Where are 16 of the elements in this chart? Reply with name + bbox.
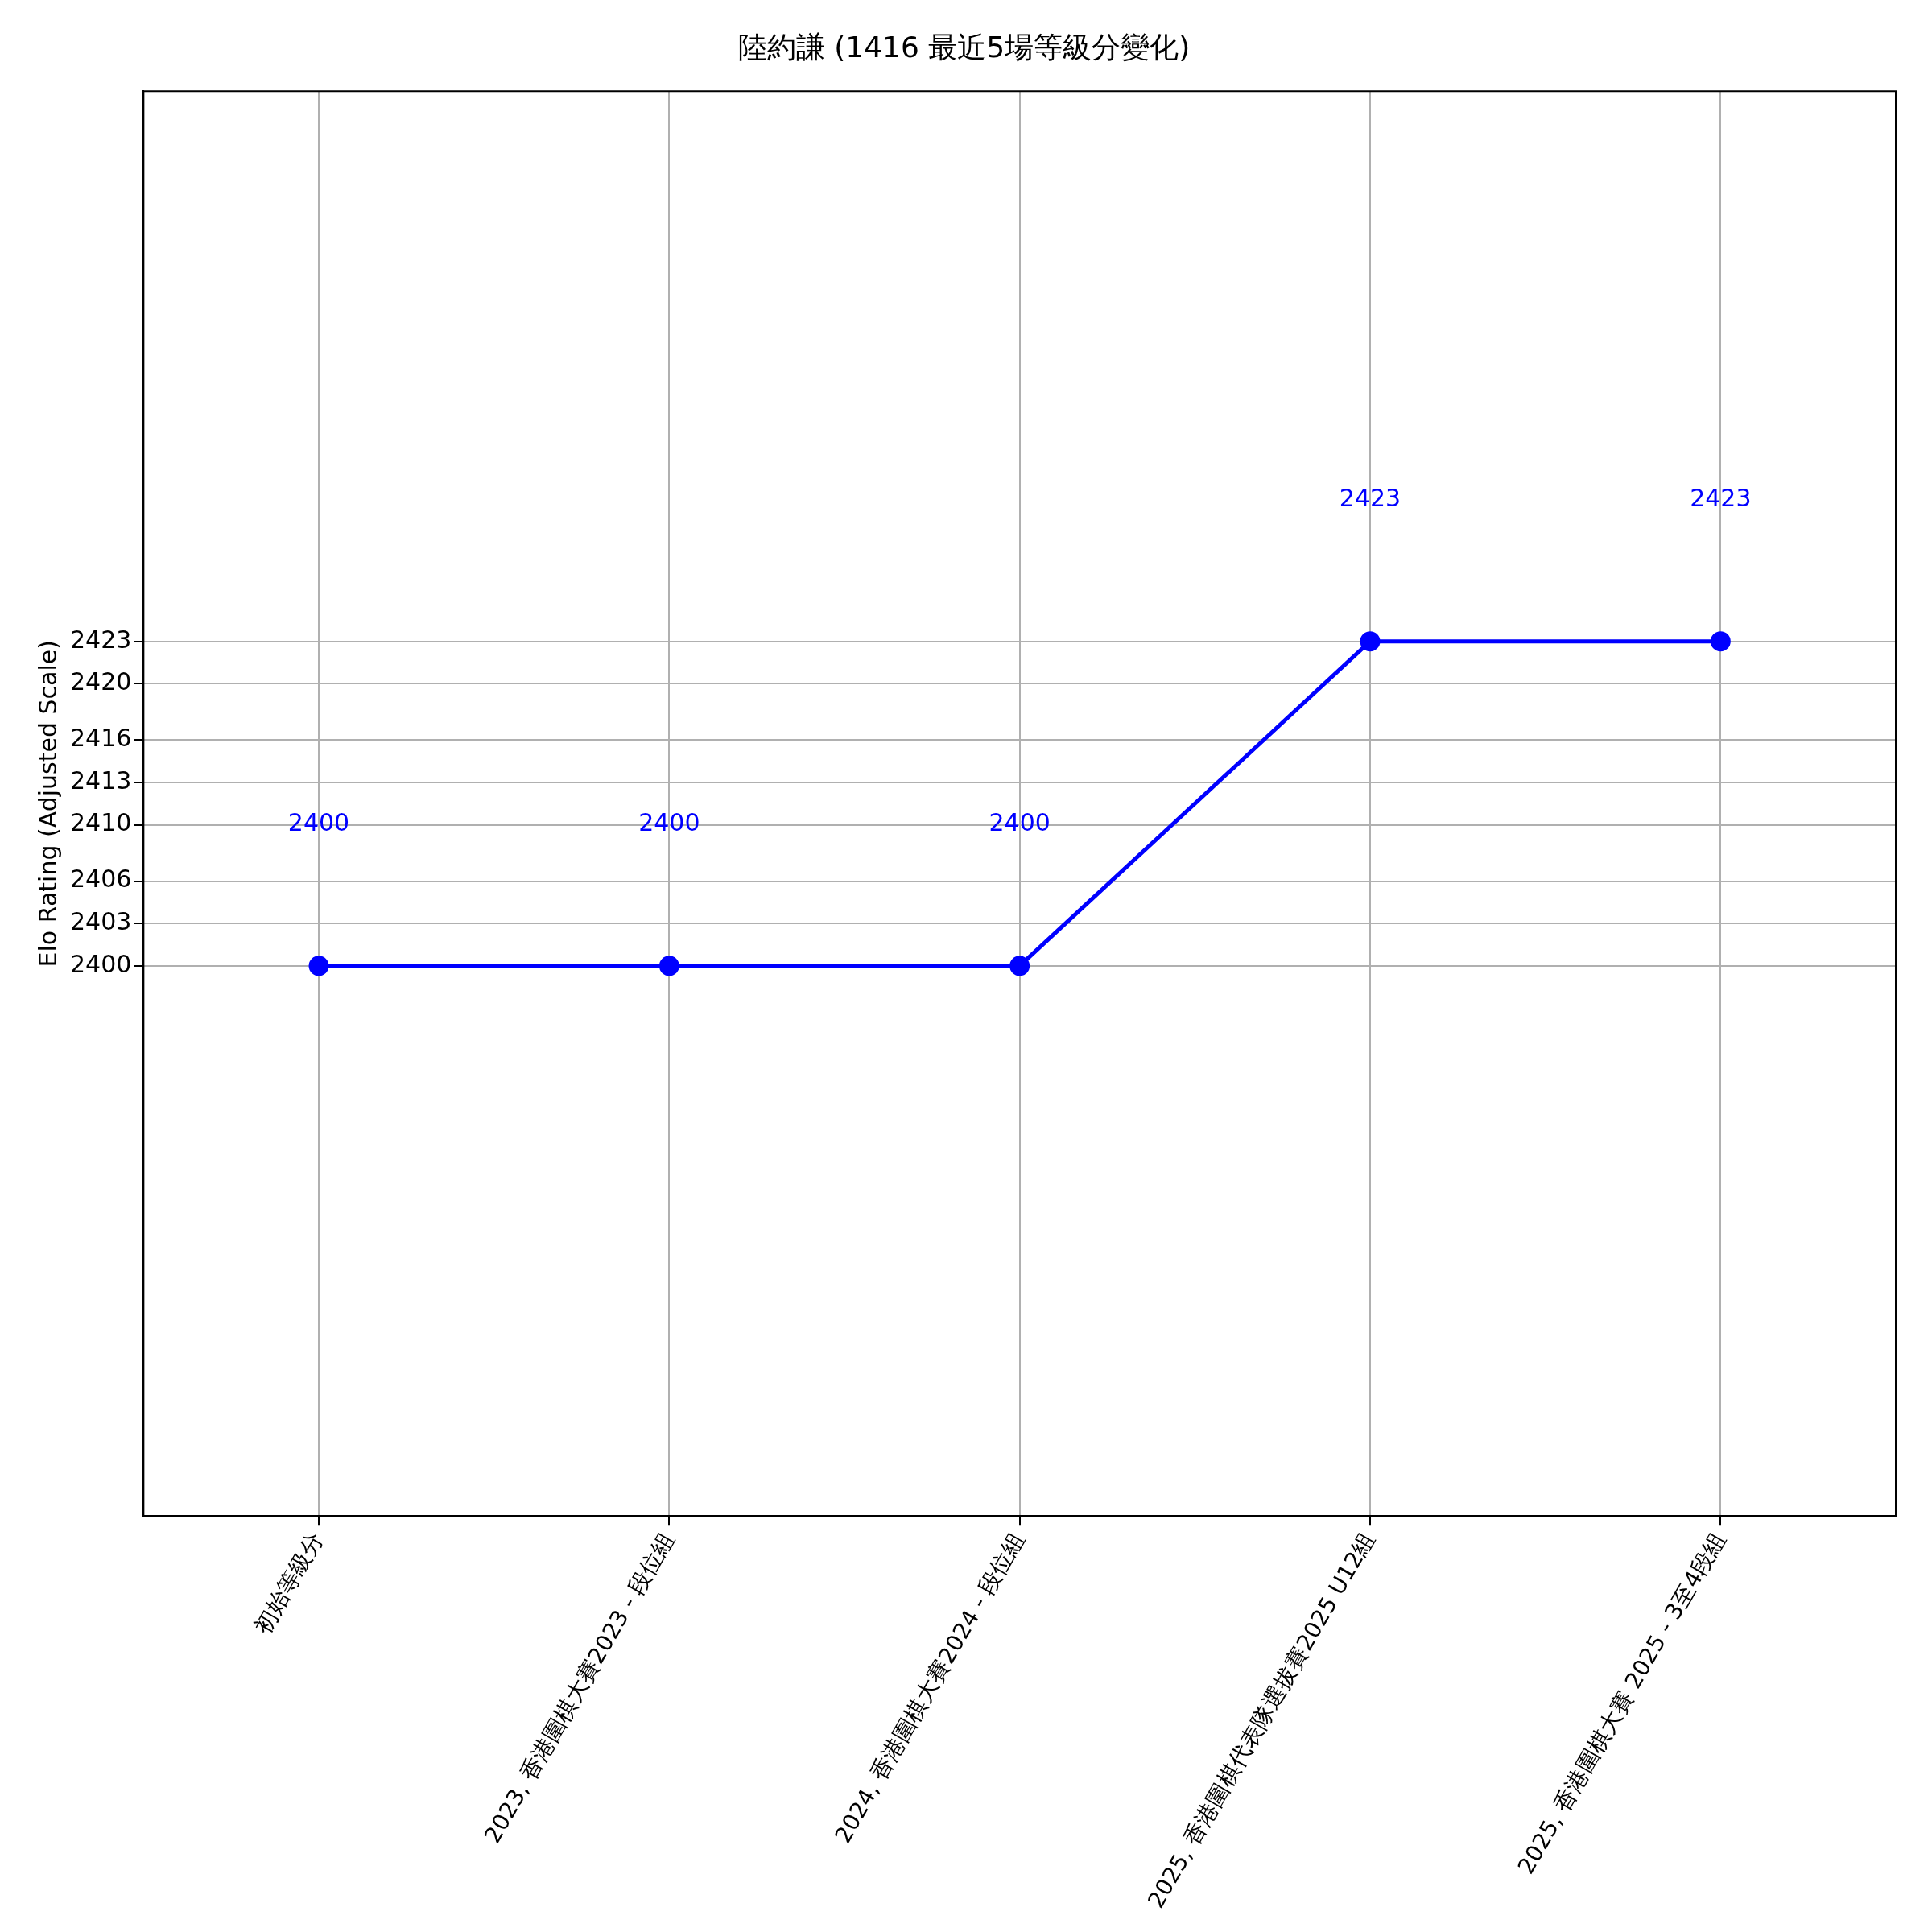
y-tick-label: 2403 — [69, 907, 132, 936]
annotation: 2423 — [1690, 483, 1752, 512]
x-tick-label: 初始等級分 — [249, 1527, 329, 1639]
y-tick-label: 2416 — [69, 724, 132, 753]
annotation: 2400 — [638, 807, 700, 836]
y-axis-title: Elo Rating (Adjusted Scale) — [33, 640, 62, 968]
annotation: 2400 — [287, 807, 350, 836]
y-tick-label: 2420 — [69, 667, 132, 696]
chart-title: 陸約謙 (1416 最近5場等級分變化) — [737, 30, 1191, 64]
y-tick-label: 2406 — [69, 865, 132, 894]
annotation: 2423 — [1339, 483, 1402, 512]
y-tick-label: 2423 — [69, 625, 132, 654]
y-tick-label: 2410 — [69, 808, 132, 837]
y-tick-label: 2413 — [69, 766, 132, 795]
annotation: 2400 — [989, 807, 1051, 836]
y-tick-label: 2400 — [69, 949, 132, 978]
